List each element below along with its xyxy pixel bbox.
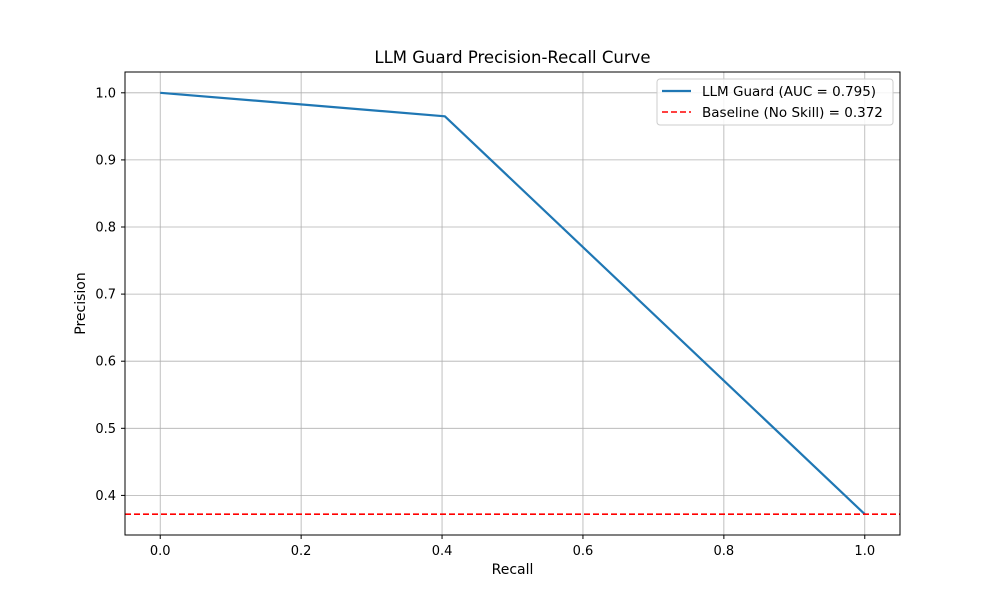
y-tick-label: 0.7: [95, 288, 116, 303]
x-tick-label: 0.0: [150, 544, 171, 559]
y-tick-label: 0.6: [95, 355, 116, 370]
chart-title: LLM Guard Precision-Recall Curve: [374, 48, 650, 67]
pr-curve-line: [160, 91, 866, 515]
plot-frame: [124, 71, 901, 536]
x-tick-label: 1.0: [854, 544, 875, 559]
x-tick-label: 0.6: [573, 544, 594, 559]
series-layer: [125, 91, 900, 515]
y-axis-label: Precision: [73, 272, 89, 334]
y-tick-label: 0.9: [95, 153, 116, 168]
legend-label: LLM Guard (AUC = 0.795): [702, 84, 876, 100]
y-ticks: 0.4 0.5 0.6 0.7 0.8 0.9 1.0: [95, 86, 125, 504]
legend-label: Baseline (No Skill) = 0.372: [702, 105, 883, 121]
y-tick-label: 0.5: [95, 422, 116, 437]
x-tick-label: 0.4: [432, 544, 453, 559]
y-tick-label: 0.8: [95, 221, 116, 236]
legend: LLM Guard (AUC = 0.795) Baseline (No Skil…: [656, 78, 894, 126]
x-ticks: 0.0 0.2 0.4 0.6 0.8 1.0: [150, 535, 875, 559]
x-tick-label: 0.2: [291, 544, 312, 559]
x-axis-label: Recall: [492, 562, 534, 578]
y-tick-label: 0.4: [95, 489, 116, 504]
grid-lines: [125, 72, 900, 535]
legend-box: [656, 78, 894, 126]
x-tick-label: 0.8: [714, 544, 735, 559]
y-tick-label: 1.0: [95, 86, 116, 101]
